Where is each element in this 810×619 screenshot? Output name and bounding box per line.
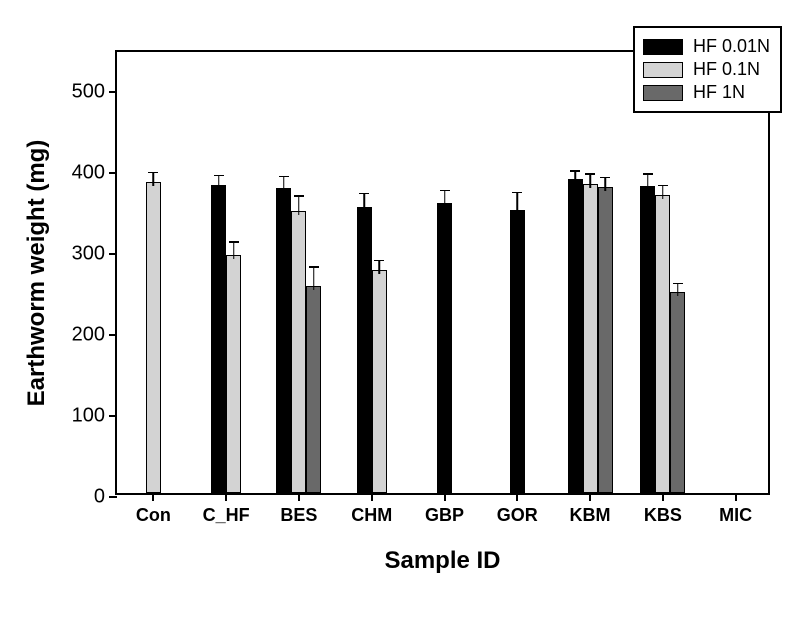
- error-bar-cap: [309, 266, 319, 268]
- bar: [670, 292, 685, 493]
- error-bar-cap: [229, 241, 239, 243]
- legend-swatch: [643, 62, 683, 78]
- bar: [640, 186, 655, 493]
- error-bar: [662, 185, 664, 200]
- legend-item: HF 0.1N: [643, 59, 770, 80]
- error-bar: [444, 190, 446, 208]
- bar: [372, 270, 387, 493]
- ytick-label: 300: [72, 243, 105, 266]
- ytick-label: 0: [94, 486, 105, 509]
- error-bar-cap: [279, 176, 289, 178]
- xtick-label: Con: [136, 505, 171, 526]
- error-bar-cap: [673, 283, 683, 285]
- xtick-mark: [735, 493, 737, 501]
- error-bar: [604, 177, 606, 192]
- error-bar: [574, 170, 576, 183]
- ytick-mark: [109, 415, 117, 417]
- bar: [146, 182, 161, 493]
- xtick-mark: [371, 493, 373, 501]
- xtick-label: MIC: [719, 505, 752, 526]
- xtick-mark: [516, 493, 518, 501]
- ytick-label: 100: [72, 405, 105, 428]
- error-bar-cap: [214, 175, 224, 177]
- bar: [510, 210, 525, 493]
- error-bar-cap: [512, 192, 522, 194]
- bar: [655, 195, 670, 493]
- error-bar: [589, 173, 591, 188]
- xtick-label: GOR: [497, 505, 538, 526]
- xtick-mark: [444, 493, 446, 501]
- bar: [276, 188, 291, 493]
- bar: [226, 255, 241, 493]
- legend-label: HF 0.1N: [693, 59, 760, 80]
- chart-frame: 0 100 200 300 400 500 Con C_HF BES CHM GBP GOR KBM KB…: [0, 0, 810, 619]
- error-bar: [677, 283, 679, 296]
- bar: [357, 207, 372, 493]
- error-bar-cap: [658, 185, 668, 187]
- legend-item: HF 0.01N: [643, 36, 770, 57]
- bar: [598, 187, 613, 493]
- error-bar-cap: [374, 260, 384, 262]
- xtick-label: KBM: [570, 505, 611, 526]
- plot-area: 0100200300400500ConC_HFBESCHMGBPGORKBMKB…: [115, 50, 770, 495]
- xtick-label: KBS: [644, 505, 682, 526]
- legend-swatch: [643, 39, 683, 55]
- error-bar: [218, 175, 220, 189]
- bar: [437, 203, 452, 493]
- ytick-label: 500: [72, 81, 105, 104]
- error-bar: [363, 193, 365, 211]
- error-bar: [647, 173, 649, 189]
- error-bar: [233, 241, 235, 259]
- ytick-mark: [109, 91, 117, 93]
- ytick-label: 200: [72, 324, 105, 347]
- error-bar-cap: [294, 195, 304, 197]
- xtick-label: C_HF: [203, 505, 250, 526]
- legend-label: HF 0.01N: [693, 36, 770, 57]
- xtick-label: CHM: [351, 505, 392, 526]
- ytick-mark: [109, 334, 117, 336]
- error-bar-cap: [643, 173, 653, 175]
- error-bar: [378, 260, 380, 274]
- error-bar-cap: [585, 173, 595, 175]
- y-axis-label: Earthworm weight (mg): [23, 139, 51, 406]
- bar: [291, 211, 306, 493]
- bar: [568, 179, 583, 493]
- ytick-mark: [109, 253, 117, 255]
- error-bar-cap: [148, 172, 158, 174]
- legend: HF 0.01NHF 0.1NHF 1N: [633, 26, 782, 113]
- bar: [211, 185, 226, 493]
- error-bar: [283, 176, 285, 192]
- xtick-mark: [662, 493, 664, 501]
- error-bar-cap: [570, 170, 580, 172]
- x-axis-label: Sample ID: [384, 547, 500, 575]
- xtick-mark: [152, 493, 154, 501]
- xtick-mark: [589, 493, 591, 501]
- error-bar-cap: [359, 193, 369, 195]
- ytick-mark: [109, 496, 117, 498]
- legend-label: HF 1N: [693, 82, 745, 103]
- bar: [306, 286, 321, 493]
- xtick-label: BES: [280, 505, 317, 526]
- error-bar: [517, 192, 519, 214]
- xtick-mark: [225, 493, 227, 501]
- error-bar: [298, 195, 300, 214]
- legend-item: HF 1N: [643, 82, 770, 103]
- ytick-label: 400: [72, 162, 105, 185]
- error-bar-cap: [600, 177, 610, 179]
- legend-swatch: [643, 85, 683, 101]
- bar: [583, 184, 598, 493]
- error-bar-cap: [440, 190, 450, 192]
- error-bar: [313, 266, 315, 289]
- xtick-mark: [298, 493, 300, 501]
- xtick-label: GBP: [425, 505, 464, 526]
- ytick-mark: [109, 172, 117, 174]
- error-bar: [153, 172, 155, 187]
